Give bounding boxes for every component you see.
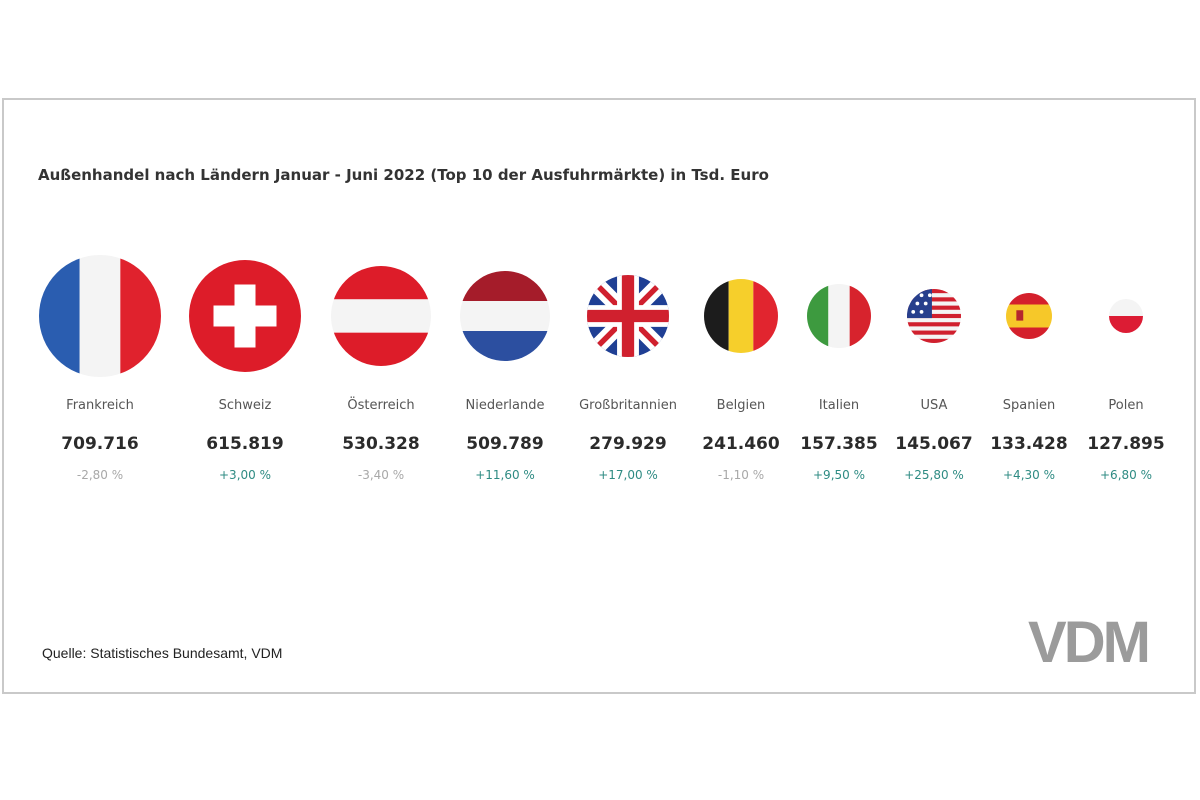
belgium-flag-icon xyxy=(704,279,778,353)
vdm-logo: VDM xyxy=(1008,612,1168,668)
spain-flag-icon xyxy=(1006,293,1052,339)
austria-flag-icon xyxy=(331,266,431,366)
source-note: Quelle: Statistisches Bundesamt, VDM xyxy=(42,645,282,661)
chart-title: Außenhandel nach Ländern Januar - Juni 2… xyxy=(38,166,769,184)
country-label: Polen xyxy=(1061,398,1191,413)
change-percent: +11,60 % xyxy=(440,468,570,482)
change-percent: -3,40 % xyxy=(316,468,446,482)
country-label: Großbritannien xyxy=(563,398,693,413)
change-percent: -2,80 % xyxy=(35,468,165,482)
netherlands-flag-icon xyxy=(460,271,550,361)
france-flag-icon xyxy=(39,255,161,377)
change-percent: +3,00 % xyxy=(180,468,310,482)
export-value: 127.895 xyxy=(1061,434,1191,454)
country-label: Schweiz xyxy=(180,398,310,413)
svg-text:VDM: VDM xyxy=(1028,612,1148,668)
uk-flag-icon xyxy=(587,275,669,357)
export-value: 509.789 xyxy=(440,434,570,454)
export-value: 709.716 xyxy=(35,434,165,454)
chart-frame xyxy=(2,98,1196,694)
country-label: Frankreich xyxy=(35,398,165,413)
country-label: Niederlande xyxy=(440,398,570,413)
usa-flag-icon xyxy=(907,289,961,343)
poland-flag-icon xyxy=(1109,299,1143,333)
change-percent: +17,00 % xyxy=(563,468,693,482)
country-label: Österreich xyxy=(316,398,446,413)
switzerland-flag-icon xyxy=(189,260,301,372)
export-value: 530.328 xyxy=(316,434,446,454)
change-percent: +6,80 % xyxy=(1061,468,1191,482)
italy-flag-icon xyxy=(807,284,871,348)
export-value: 615.819 xyxy=(180,434,310,454)
export-value: 279.929 xyxy=(563,434,693,454)
